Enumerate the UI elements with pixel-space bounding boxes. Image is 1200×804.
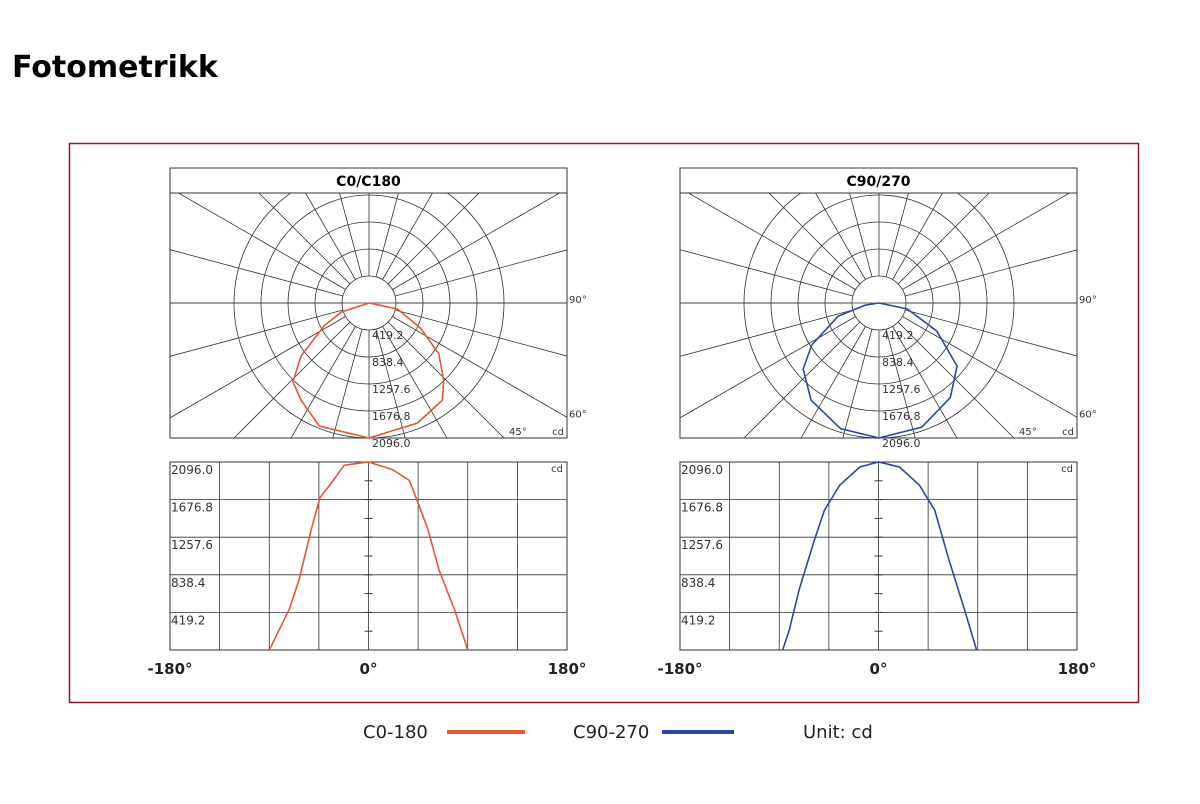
charts: C0/C180 419.2 838.4 1257.6 1676.8 2096.0 90° 60… [147, 167, 1097, 678]
radial-line [258, 193, 351, 285]
polar-tick-label: 419.2 [882, 329, 914, 342]
polar-tick-label: 838.4 [372, 356, 404, 369]
polar-tick-label: 838.4 [882, 356, 914, 369]
polar-curve [292, 302, 445, 439]
radial-line [902, 193, 1071, 290]
polar-tick-label: 1257.6 [372, 383, 411, 396]
unit-label: cd [1061, 464, 1073, 475]
radial-line [904, 249, 1077, 297]
angle-label: 45° [1019, 427, 1037, 438]
y-tick-label: 838.4 [681, 576, 715, 590]
radial-line [394, 249, 567, 297]
radial-line [892, 326, 958, 438]
radial-line [170, 249, 344, 297]
x-tick-label: 180° [548, 660, 587, 678]
radial-line [897, 321, 1015, 438]
polar-tick-label: 2096.0 [882, 437, 921, 450]
y-tick-label: 419.2 [681, 613, 715, 627]
polar-box [679, 192, 1078, 439]
angle-label: 90° [1079, 295, 1097, 306]
radial-line [815, 193, 866, 280]
radial-line [375, 328, 406, 438]
line-curve [781, 461, 978, 651]
x-tick-label: -180° [657, 660, 702, 678]
legend-label: C90-270 [573, 722, 649, 743]
polar-box [169, 192, 568, 439]
y-tick-label: 2096.0 [681, 463, 723, 477]
chart-title: C90/270 [846, 174, 910, 190]
unit-label: cd [551, 464, 563, 475]
radial-line [375, 193, 399, 278]
page-title: Fotometrikk [12, 50, 219, 85]
radial-line [339, 193, 363, 278]
x-tick-label: 0° [870, 660, 888, 678]
x-tick-label: 0° [360, 660, 378, 678]
angle-label: 90° [569, 295, 587, 306]
radial-line [177, 193, 346, 290]
radial-line [902, 316, 1077, 418]
radial-line [768, 193, 861, 285]
radial-line [233, 321, 351, 438]
y-tick-label: 1676.8 [171, 501, 213, 515]
radial-line [885, 328, 916, 438]
radial-line [897, 193, 990, 285]
chart-title: C0/C180 [336, 174, 401, 190]
legend-label: C0-180 [363, 722, 428, 743]
radial-line [800, 326, 866, 438]
polar-tick-label: 1257.6 [882, 383, 921, 396]
angle-label: 60° [1079, 409, 1097, 420]
radial-line [305, 193, 356, 280]
y-tick-label: 1257.6 [171, 538, 213, 552]
polar-tick-label: 1676.8 [372, 410, 411, 423]
y-tick-label: 1257.6 [681, 538, 723, 552]
chart-header [679, 167, 1078, 194]
radial-line [885, 193, 909, 278]
polar-tick-label: 1676.8 [882, 410, 921, 423]
unit-label: cd [552, 427, 564, 438]
radial-line [392, 316, 567, 418]
radial-line [687, 193, 856, 290]
angle-label: 60° [569, 409, 587, 420]
radial-line [392, 193, 561, 290]
chart-frame [68, 142, 1140, 704]
radial-line [382, 193, 433, 280]
radial-line [387, 321, 505, 438]
x-tick-label: 180° [1058, 660, 1097, 678]
radial-line [170, 309, 344, 357]
radial-line [387, 193, 480, 285]
y-tick-label: 838.4 [171, 576, 205, 590]
y-tick-label: 1676.8 [681, 501, 723, 515]
radial-line [170, 316, 346, 419]
radial-line [394, 309, 567, 357]
x-tick-label: -180° [147, 660, 192, 678]
polar-tick-label: 2096.0 [372, 437, 411, 450]
radial-line [332, 328, 363, 438]
radial-line [842, 328, 873, 438]
radial-line [892, 193, 943, 280]
y-tick-label: 419.2 [171, 613, 205, 627]
angle-label: 45° [509, 427, 527, 438]
radial-line [849, 193, 873, 278]
radial-line [290, 326, 356, 438]
unit-note: Unit: cd [803, 722, 873, 743]
line-curve [268, 461, 469, 651]
unit-label: cd [1062, 427, 1074, 438]
radial-line [680, 309, 854, 357]
radial-line [382, 326, 448, 438]
y-tick-label: 2096.0 [171, 463, 213, 477]
radial-line [680, 316, 856, 419]
polar-tick-label: 419.2 [372, 329, 404, 342]
radial-line [743, 321, 861, 438]
radial-line [680, 249, 854, 297]
polar-curve [802, 302, 958, 439]
radial-line [904, 309, 1077, 357]
